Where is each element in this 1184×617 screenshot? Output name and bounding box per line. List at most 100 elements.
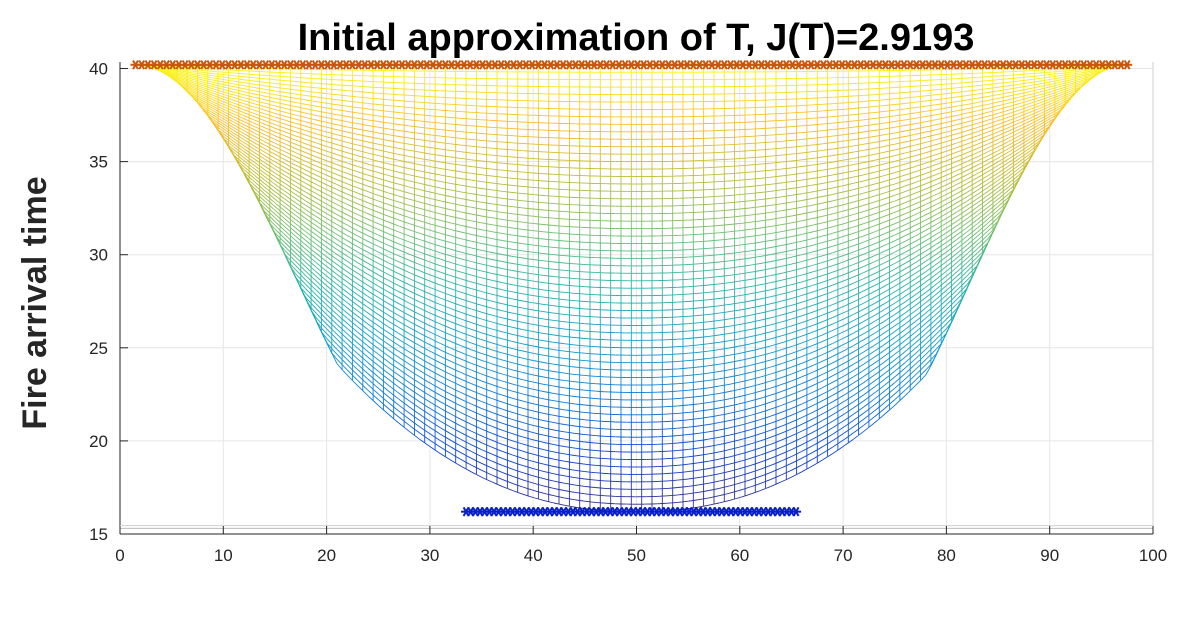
mesh-segment	[367, 102, 374, 105]
mesh-segment	[331, 147, 338, 151]
mesh-segment	[217, 120, 224, 125]
mesh-segment	[357, 165, 363, 169]
mesh-segment	[409, 210, 415, 214]
mesh-segment	[910, 181, 916, 185]
mesh-segment	[863, 173, 870, 176]
mesh-segment	[238, 75, 245, 78]
mesh-segment	[770, 190, 777, 192]
mesh-segment	[941, 107, 947, 110]
mesh-segment	[290, 105, 296, 108]
mesh-segment	[414, 144, 420, 147]
mesh-segment	[264, 144, 271, 149]
mesh-segment	[481, 215, 487, 218]
mesh-segment	[419, 195, 425, 198]
mesh-segment	[254, 93, 260, 96]
mesh-segment	[925, 140, 932, 143]
mesh-segment	[517, 221, 523, 223]
mesh-segment	[822, 162, 828, 165]
mesh-segment	[1023, 100, 1030, 103]
mesh-segment	[440, 206, 446, 209]
mesh-segment	[966, 150, 973, 154]
mesh-segment	[1018, 76, 1024, 79]
mesh-segment	[217, 94, 224, 98]
mesh-segment	[843, 133, 849, 136]
mesh-segment	[254, 103, 260, 106]
mesh-segment	[388, 215, 394, 219]
mesh-segment	[336, 129, 343, 132]
mesh-segment	[750, 192, 756, 195]
mesh-segment	[280, 87, 286, 90]
mesh-segment	[755, 184, 761, 187]
mesh-segment	[1028, 113, 1035, 117]
mesh-segment	[1070, 83, 1076, 87]
mesh-segment	[440, 122, 446, 125]
mesh-segment	[424, 209, 431, 212]
mesh-segment	[300, 111, 306, 114]
mesh-segment	[388, 145, 394, 148]
mesh-segment	[512, 163, 518, 166]
mesh-segment	[233, 97, 239, 100]
mesh-segment	[997, 118, 1004, 122]
mesh-segment	[1059, 82, 1066, 85]
mesh-segment	[254, 106, 260, 110]
mesh-segment	[243, 88, 250, 91]
mesh-segment	[982, 111, 988, 115]
mesh-segment	[791, 180, 797, 183]
mesh-segment	[812, 163, 818, 166]
mesh-segment	[899, 180, 906, 183]
mesh-segment	[383, 104, 389, 107]
mesh-segment	[336, 189, 343, 193]
mesh-segment	[910, 123, 916, 125]
mesh-segment	[440, 180, 446, 183]
mesh-segment	[899, 108, 906, 111]
mesh-segment	[486, 237, 492, 240]
mesh-segment	[1044, 121, 1050, 125]
mesh-segment	[1085, 74, 1092, 77]
mesh-segment	[259, 118, 265, 122]
mesh-segment	[961, 143, 968, 147]
mesh-segment	[367, 180, 374, 183]
mesh-segment	[450, 176, 456, 179]
mesh-segment	[930, 154, 937, 157]
mesh-segment	[972, 135, 978, 139]
mesh-segment	[729, 216, 735, 218]
mesh-segment	[822, 168, 828, 171]
mesh-segment	[946, 172, 952, 176]
mesh-segment	[176, 78, 183, 81]
mesh-segment	[910, 155, 916, 158]
mesh-segment	[905, 96, 911, 99]
mesh-segment	[192, 91, 198, 95]
mesh-segment	[269, 122, 276, 125]
mesh-segment	[414, 132, 420, 134]
mesh-segment	[951, 179, 957, 183]
mesh-segment	[259, 114, 265, 118]
mesh-segment	[760, 198, 766, 201]
mesh-segment	[946, 120, 952, 123]
mesh-segment	[383, 121, 389, 124]
mesh-segment	[264, 95, 270, 98]
mesh-segment	[367, 196, 374, 200]
mesh-segment	[935, 152, 942, 156]
mesh-segment	[336, 114, 343, 117]
mesh-segment	[1028, 130, 1035, 134]
mesh-segment	[383, 185, 389, 188]
mesh-segment	[873, 194, 880, 197]
mesh-segment	[481, 222, 487, 225]
mesh-segment	[894, 114, 900, 117]
mesh-segment	[331, 186, 338, 190]
mesh-segment	[491, 245, 498, 247]
mesh-segment	[863, 118, 869, 121]
mesh-segment	[941, 141, 947, 144]
mesh-segment	[951, 110, 957, 113]
mesh-segment	[491, 175, 498, 178]
mesh-segment	[941, 189, 947, 193]
mesh-segment	[403, 209, 410, 212]
mesh-segment	[770, 204, 777, 206]
mesh-segment	[455, 230, 462, 233]
mesh-segment	[259, 145, 265, 149]
mesh-segment	[822, 181, 828, 184]
mesh-segment	[388, 116, 394, 119]
mesh-segment	[445, 123, 451, 125]
mesh-segment	[496, 225, 503, 227]
mesh-segment	[956, 140, 963, 144]
